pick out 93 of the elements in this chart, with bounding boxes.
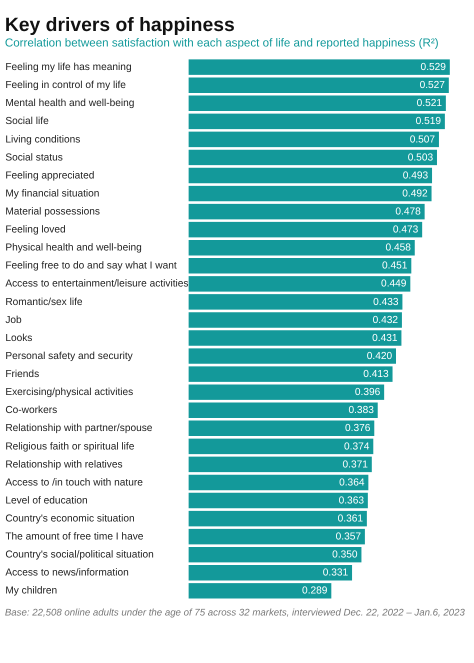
data-label: 0.376	[345, 423, 371, 434]
y-tick-label: Mental health and well-being	[5, 98, 134, 110]
text: Base: 22,508 online adults under the age of 75 across 32 markets, interviewed Dec. 22, 2022 – Jan.6, 2023	[4, 607, 466, 618]
data-label: 0.527	[420, 80, 446, 92]
y-tick-label: Country's social/political situation	[5, 550, 154, 561]
bar	[188, 474, 368, 490]
y-tick-label: Religious faith or spiritual life	[5, 441, 135, 452]
y-tick-label: Access to entertainment/leisure activities	[5, 278, 189, 290]
bar	[188, 384, 384, 400]
data-label: 0.374	[344, 441, 370, 452]
bar	[188, 546, 362, 562]
data-label: 0.357	[336, 532, 362, 543]
data-label: 0.493	[402, 170, 429, 182]
y-tick-label: Social status	[5, 152, 63, 164]
bar	[188, 96, 446, 112]
data-label: 0.289	[302, 586, 328, 597]
y-tick-label: The amount of free time I have	[5, 532, 144, 543]
bar	[188, 276, 410, 292]
data-label: 0.449	[381, 278, 407, 290]
y-tick-label: Exercising/physical activities	[5, 387, 134, 398]
data-label: 0.507	[410, 134, 436, 146]
bar	[188, 330, 402, 346]
bar	[188, 240, 415, 256]
bar	[188, 77, 449, 93]
y-tick-label: Social life	[5, 116, 50, 128]
bar	[188, 565, 352, 580]
bar	[188, 59, 450, 75]
y-tick-label: Living conditions	[5, 134, 80, 146]
bar	[188, 583, 332, 599]
data-label: 0.432	[372, 314, 398, 326]
bar	[188, 420, 374, 436]
y-tick-label: Friends	[5, 369, 40, 380]
y-tick-label: Material possessions	[5, 206, 100, 218]
bar	[188, 114, 445, 130]
data-label: 0.413	[363, 369, 390, 380]
data-label: 0.371	[342, 459, 368, 470]
data-label: 0.364	[339, 477, 365, 488]
bar	[188, 510, 367, 526]
bar	[188, 168, 432, 184]
bar	[188, 348, 396, 364]
data-label: 0.458	[386, 242, 412, 254]
data-label: 0.363	[338, 495, 364, 506]
bar	[188, 528, 365, 544]
data-label: 0.331	[322, 568, 349, 579]
bar	[188, 402, 378, 418]
y-tick-label: My financial situation	[5, 188, 100, 200]
chart-subtitle: Correlation between satisfaction with each aspect of life and reported happiness (R²)	[4, 36, 439, 50]
bar	[188, 456, 372, 472]
y-tick-label: Looks	[5, 332, 32, 344]
bar	[188, 186, 432, 202]
data-label: 0.521	[416, 98, 442, 110]
y-tick-label: Romantic/sex life	[5, 296, 83, 308]
y-tick-label: Access to news/information	[5, 568, 129, 579]
y-tick-label: Feeling in control of my life	[5, 80, 126, 92]
data-label: 0.529	[420, 62, 446, 74]
y-tick-label: Feeling loved	[5, 224, 66, 236]
data-label: 0.478	[395, 206, 422, 218]
y-tick-label: Co-workers	[5, 405, 58, 416]
y-tick-label: Country's economic situation	[5, 513, 135, 524]
bar	[188, 258, 412, 274]
bar	[188, 492, 368, 508]
y-tick-label: Relationship with relatives	[5, 459, 123, 470]
data-label: 0.383	[348, 405, 374, 416]
data-label: 0.420	[366, 350, 392, 362]
y-tick-label: Relationship with partner/spouse	[5, 423, 153, 434]
y-tick-label: Feeling free to do and say what I want	[5, 260, 177, 272]
y-tick-label: Feeling appreciated	[5, 170, 94, 182]
data-label: 0.473	[392, 224, 419, 236]
y-tick-label: Level of education	[5, 495, 88, 506]
bar	[188, 438, 374, 454]
y-tick-label: My children	[5, 586, 58, 597]
y-tick-label: Access to /in touch with nature	[5, 477, 144, 488]
data-label: 0.433	[373, 296, 399, 308]
data-label: 0.361	[338, 513, 364, 524]
y-tick-label: Personal safety and security	[5, 350, 134, 362]
y-tick-label: Job	[5, 314, 22, 326]
bar	[188, 132, 439, 148]
data-label: 0.503	[408, 152, 434, 164]
bar	[188, 294, 402, 310]
bar	[188, 366, 393, 382]
y-tick-label: Physical health and well-being	[5, 242, 142, 254]
bar	[188, 150, 437, 166]
data-label: 0.519	[416, 116, 442, 128]
data-label: 0.396	[354, 387, 381, 398]
bar	[188, 222, 422, 238]
data-label: 0.492	[402, 188, 428, 200]
bar	[188, 312, 402, 328]
data-label: 0.350	[332, 550, 358, 561]
y-tick-label: Feeling my life has meaning	[5, 62, 132, 74]
bar	[188, 204, 425, 220]
data-label: 0.431	[372, 332, 398, 344]
data-label: 0.451	[382, 260, 408, 272]
chart-title: Key drivers of happiness	[4, 14, 235, 36]
